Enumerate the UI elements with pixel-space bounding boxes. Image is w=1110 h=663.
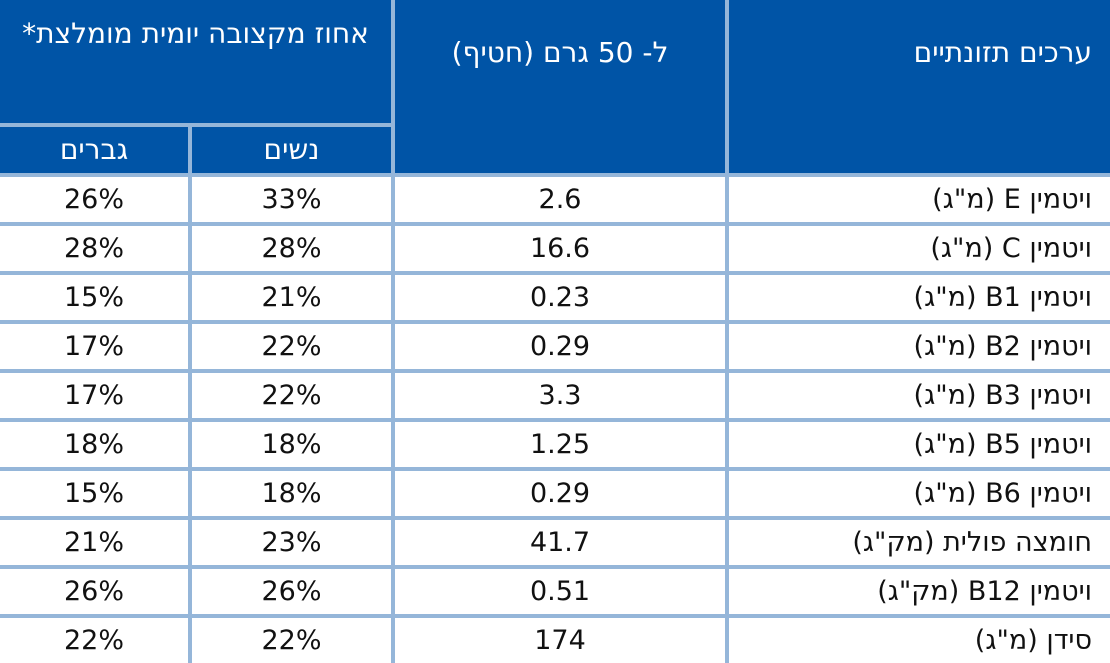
- table-row: ויטמין B5 (מ"ג) 1.25 18% 18%: [0, 418, 1110, 471]
- women-percent: 18%: [188, 467, 395, 520]
- header-daily-percent: אחוז מקצובה יומית מומלצת*: [0, 0, 395, 127]
- header-women: נשים: [188, 123, 393, 177]
- men-percent: 21%: [0, 516, 192, 569]
- header-nutrient: ערכים תזונתיים: [725, 0, 1110, 177]
- men-percent: 15%: [0, 467, 192, 520]
- women-percent: 22%: [188, 320, 395, 373]
- table-row: ויטמין B1 (מ"ג) 0.23 21% 15%: [0, 271, 1110, 324]
- men-percent: 22%: [0, 614, 192, 663]
- men-percent: 26%: [0, 173, 192, 226]
- nutrient-name: ויטמין B3 (מ"ג): [725, 369, 1110, 422]
- header-per-serving: ל- 50 גרם (חטיף): [391, 0, 729, 177]
- amount-value: 174: [391, 614, 729, 663]
- nutrient-name: ויטמין B5 (מ"ג): [725, 418, 1110, 471]
- women-percent: 18%: [188, 418, 395, 471]
- women-percent: 26%: [188, 565, 395, 618]
- amount-value: 0.23: [391, 271, 729, 324]
- nutrient-name: ויטמין B2 (מ"ג): [725, 320, 1110, 373]
- amount-value: 0.29: [391, 467, 729, 520]
- amount-value: 3.3: [391, 369, 729, 422]
- table-header: ערכים תזונתיים ל- 50 גרם (חטיף) אחוז מקצ…: [0, 0, 1110, 177]
- nutrient-name: ויטמין B12 (מק"ג): [725, 565, 1110, 618]
- women-percent: 23%: [188, 516, 395, 569]
- nutrient-name: ויטמין C (מ"ג): [725, 222, 1110, 275]
- amount-value: 16.6: [391, 222, 729, 275]
- amount-value: 0.29: [391, 320, 729, 373]
- women-percent: 22%: [188, 614, 395, 663]
- table-row: ויטמין B6 (מ"ג) 0.29 18% 15%: [0, 467, 1110, 520]
- nutrient-name: ויטמין E (מ"ג): [725, 173, 1110, 226]
- men-percent: 18%: [0, 418, 192, 471]
- nutrient-name: ויטמין B6 (מ"ג): [725, 467, 1110, 520]
- women-percent: 28%: [188, 222, 395, 275]
- header-men: גברים: [0, 123, 192, 177]
- nutrient-name: סידן (מ"ג): [725, 614, 1110, 663]
- table-row: ויטמין C (מ"ג) 16.6 28% 28%: [0, 222, 1110, 275]
- table-row: ויטמין B2 (מ"ג) 0.29 22% 17%: [0, 320, 1110, 373]
- table-row: ויטמין B3 (מ"ג) 3.3 22% 17%: [0, 369, 1110, 422]
- men-percent: 15%: [0, 271, 192, 324]
- table-body: ויטמין E (מ"ג) 2.6 33% 26% ויטמין C (מ"ג…: [0, 173, 1110, 663]
- table-row: ויטמין E (מ"ג) 2.6 33% 26%: [0, 173, 1110, 226]
- table-row: ויטמין B12 (מק"ג) 0.51 26% 26%: [0, 565, 1110, 618]
- women-percent: 21%: [188, 271, 395, 324]
- men-percent: 28%: [0, 222, 192, 275]
- amount-value: 2.6: [391, 173, 729, 226]
- amount-value: 1.25: [391, 418, 729, 471]
- women-percent: 22%: [188, 369, 395, 422]
- women-percent: 33%: [188, 173, 395, 226]
- amount-value: 41.7: [391, 516, 729, 569]
- amount-value: 0.51: [391, 565, 729, 618]
- men-percent: 17%: [0, 369, 192, 422]
- nutrient-name: חומצה פולית (מק"ג): [725, 516, 1110, 569]
- table-row: סידן (מ"ג) 174 22% 22%: [0, 614, 1110, 663]
- nutrient-name: ויטמין B1 (מ"ג): [725, 271, 1110, 324]
- table-row: חומצה פולית (מק"ג) 41.7 23% 21%: [0, 516, 1110, 569]
- men-percent: 26%: [0, 565, 192, 618]
- men-percent: 17%: [0, 320, 192, 373]
